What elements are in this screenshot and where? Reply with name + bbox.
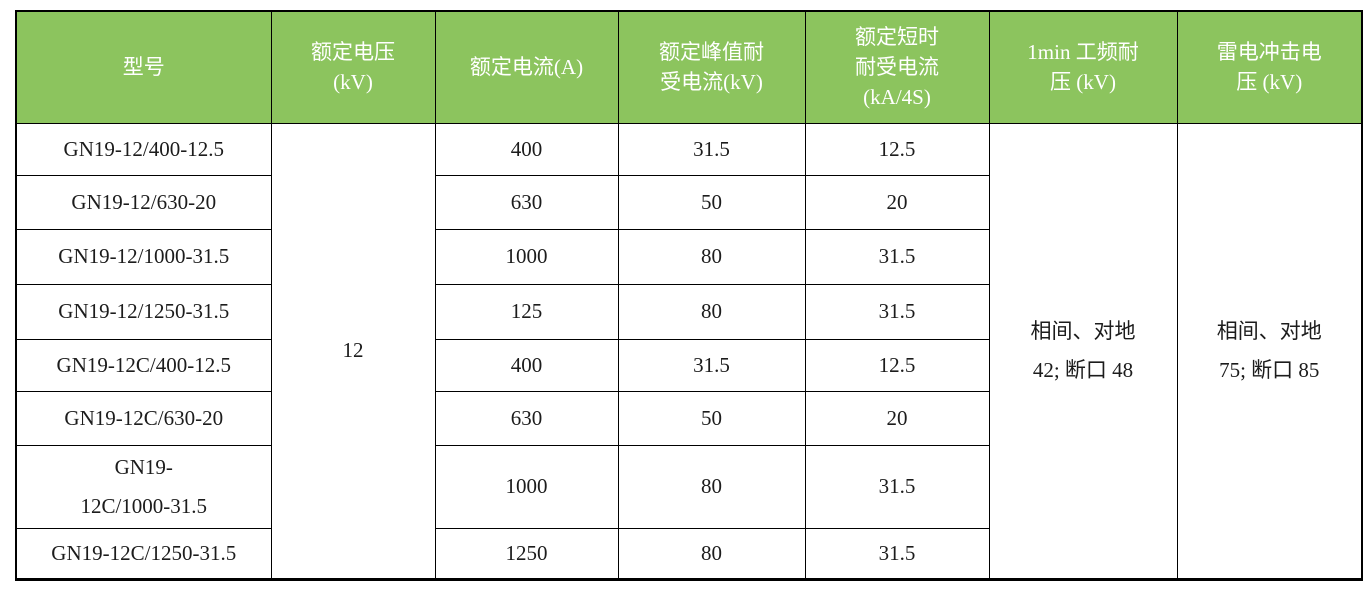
header-rated-voltage: 额定电压 (kV) [270,10,436,124]
short-time-current-cell: 31.5 [804,444,990,529]
model-cell: GN19-12/400-12.5 [15,122,272,176]
header-peak-withstand-current: 额定峰值耐 受电流(kV) [617,10,806,124]
model-cell: GN19- 12C/1000-31.5 [15,444,272,529]
header-row: 型号 额定电压 (kV) 额定电流(A) 额定峰值耐 受电流(kV) 额定短时 … [15,10,1363,124]
short-time-current-cell: 31.5 [804,283,990,340]
current-cell: 630 [434,174,619,230]
switch-spec-table: 型号 额定电压 (kV) 额定电流(A) 额定峰值耐 受电流(kV) 额定短时 … [15,10,1363,581]
short-time-current-cell: 20 [804,390,990,446]
model-cell: GN19-12C/630-20 [15,390,272,446]
header-lightning-impulse: 雷电冲击电 压 (kV) [1176,10,1363,124]
table-header: 型号 额定电压 (kV) 额定电流(A) 额定峰值耐 受电流(kV) 额定短时 … [15,10,1363,124]
peak-current-cell: 80 [617,444,806,529]
current-cell: 400 [434,338,619,392]
current-cell: 1000 [434,444,619,529]
peak-current-cell: 80 [617,228,806,285]
current-cell: 400 [434,122,619,176]
header-power-frequency-voltage: 1min 工频耐 压 (kV) [988,10,1178,124]
header-rated-current: 额定电流(A) [434,10,619,124]
model-cell: GN19-12C/1250-31.5 [15,527,272,580]
table-body: GN19-12/400-12.5 12 400 31.5 12.5 相间、对地 4… [15,122,1363,580]
current-cell: 1250 [434,527,619,580]
current-cell: 1000 [434,228,619,285]
short-time-current-cell: 31.5 [804,527,990,580]
table-row: GN19-12/400-12.5 12 400 31.5 12.5 相间、对地 4… [15,122,1363,580]
table-row: GN19- 12C/1000-31.5 1000 80 31.5 [15,444,1362,529]
peak-current-cell: 80 [617,527,806,580]
table-row: GN19-12C/630-20 630 50 20 [15,390,1362,446]
header-short-time-current: 额定短时 耐受电流 (kA/4S) [804,10,990,124]
current-cell: 630 [434,390,619,446]
table-row: GN19-12/630-20 630 50 20 [15,174,1362,230]
power-frequency-cell: 相间、对地 42; 断口 48 [988,122,1178,580]
table-row: GN19-12/1000-31.5 1000 80 31.5 [15,228,1362,285]
table-row: GN19-12C/1250-31.5 1250 80 31.5 [15,527,1362,580]
peak-current-cell: 50 [617,174,806,230]
peak-current-cell: 80 [617,283,806,340]
short-time-current-cell: 12.5 [804,338,990,392]
rated-voltage-cell: 12 [270,122,436,580]
header-model: 型号 [15,10,272,124]
model-cell: GN19-12C/400-12.5 [15,338,272,392]
table-row: GN19-12/1250-31.5 125 80 31.5 [15,283,1362,340]
model-cell: GN19-12/1250-31.5 [15,283,272,340]
peak-current-cell: 31.5 [617,338,806,392]
current-cell: 125 [434,283,619,340]
model-cell: GN19-12/630-20 [15,174,272,230]
short-time-current-cell: 12.5 [804,122,990,176]
peak-current-cell: 50 [617,390,806,446]
lightning-impulse-cell: 相间、对地 75; 断口 85 [1176,122,1363,580]
short-time-current-cell: 20 [804,174,990,230]
model-cell: GN19-12/1000-31.5 [15,228,272,285]
short-time-current-cell: 31.5 [804,228,990,285]
peak-current-cell: 31.5 [617,122,806,176]
